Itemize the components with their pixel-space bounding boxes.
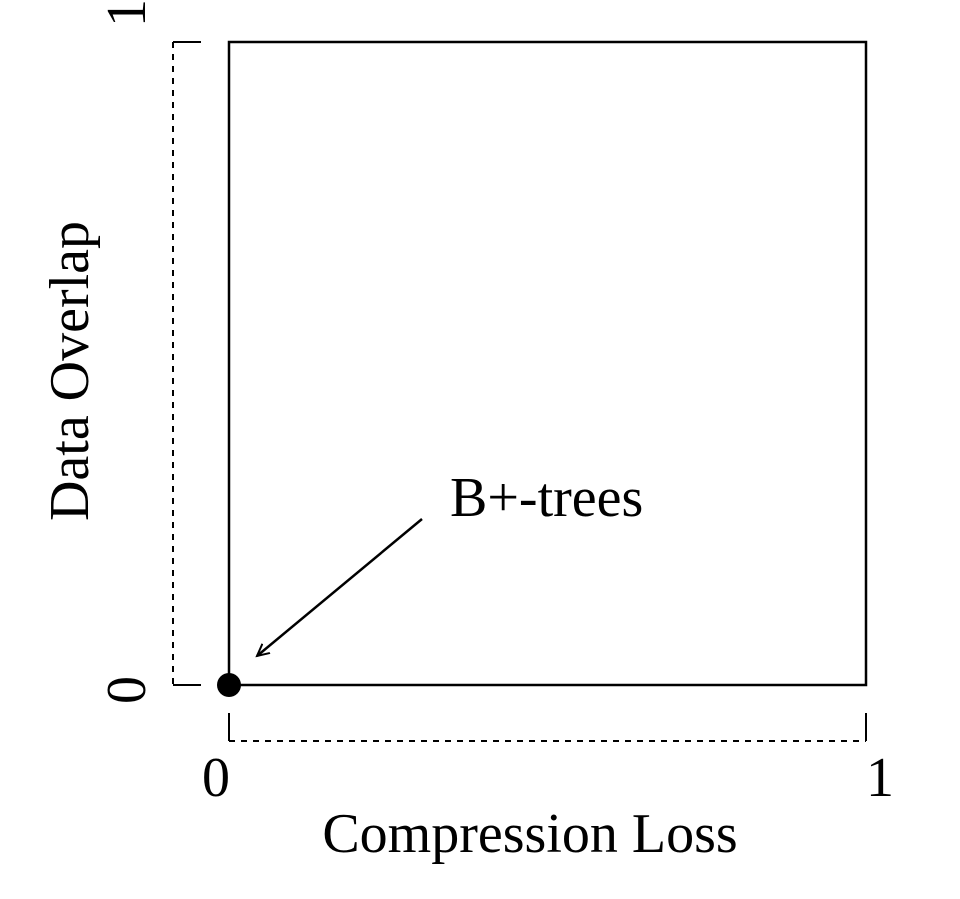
- x-tick-label-0: 0: [202, 747, 230, 809]
- x-tick-label-1: 1: [866, 747, 894, 809]
- y-tick-label-1: 1: [96, 0, 158, 27]
- x-axis-label: Compression Loss: [322, 803, 737, 865]
- data-points: [217, 673, 241, 697]
- plot-frame: [227, 40, 868, 687]
- annotation-arrow: [257, 518, 423, 656]
- y-tick-label-0: 0: [96, 676, 158, 704]
- y-axis-label: Data Overlap: [39, 221, 101, 521]
- y-range-guide: [172, 41, 201, 686]
- data-point-0: [217, 673, 241, 697]
- annotation-label: B+-trees: [450, 467, 643, 529]
- x-range-guide: [228, 713, 867, 742]
